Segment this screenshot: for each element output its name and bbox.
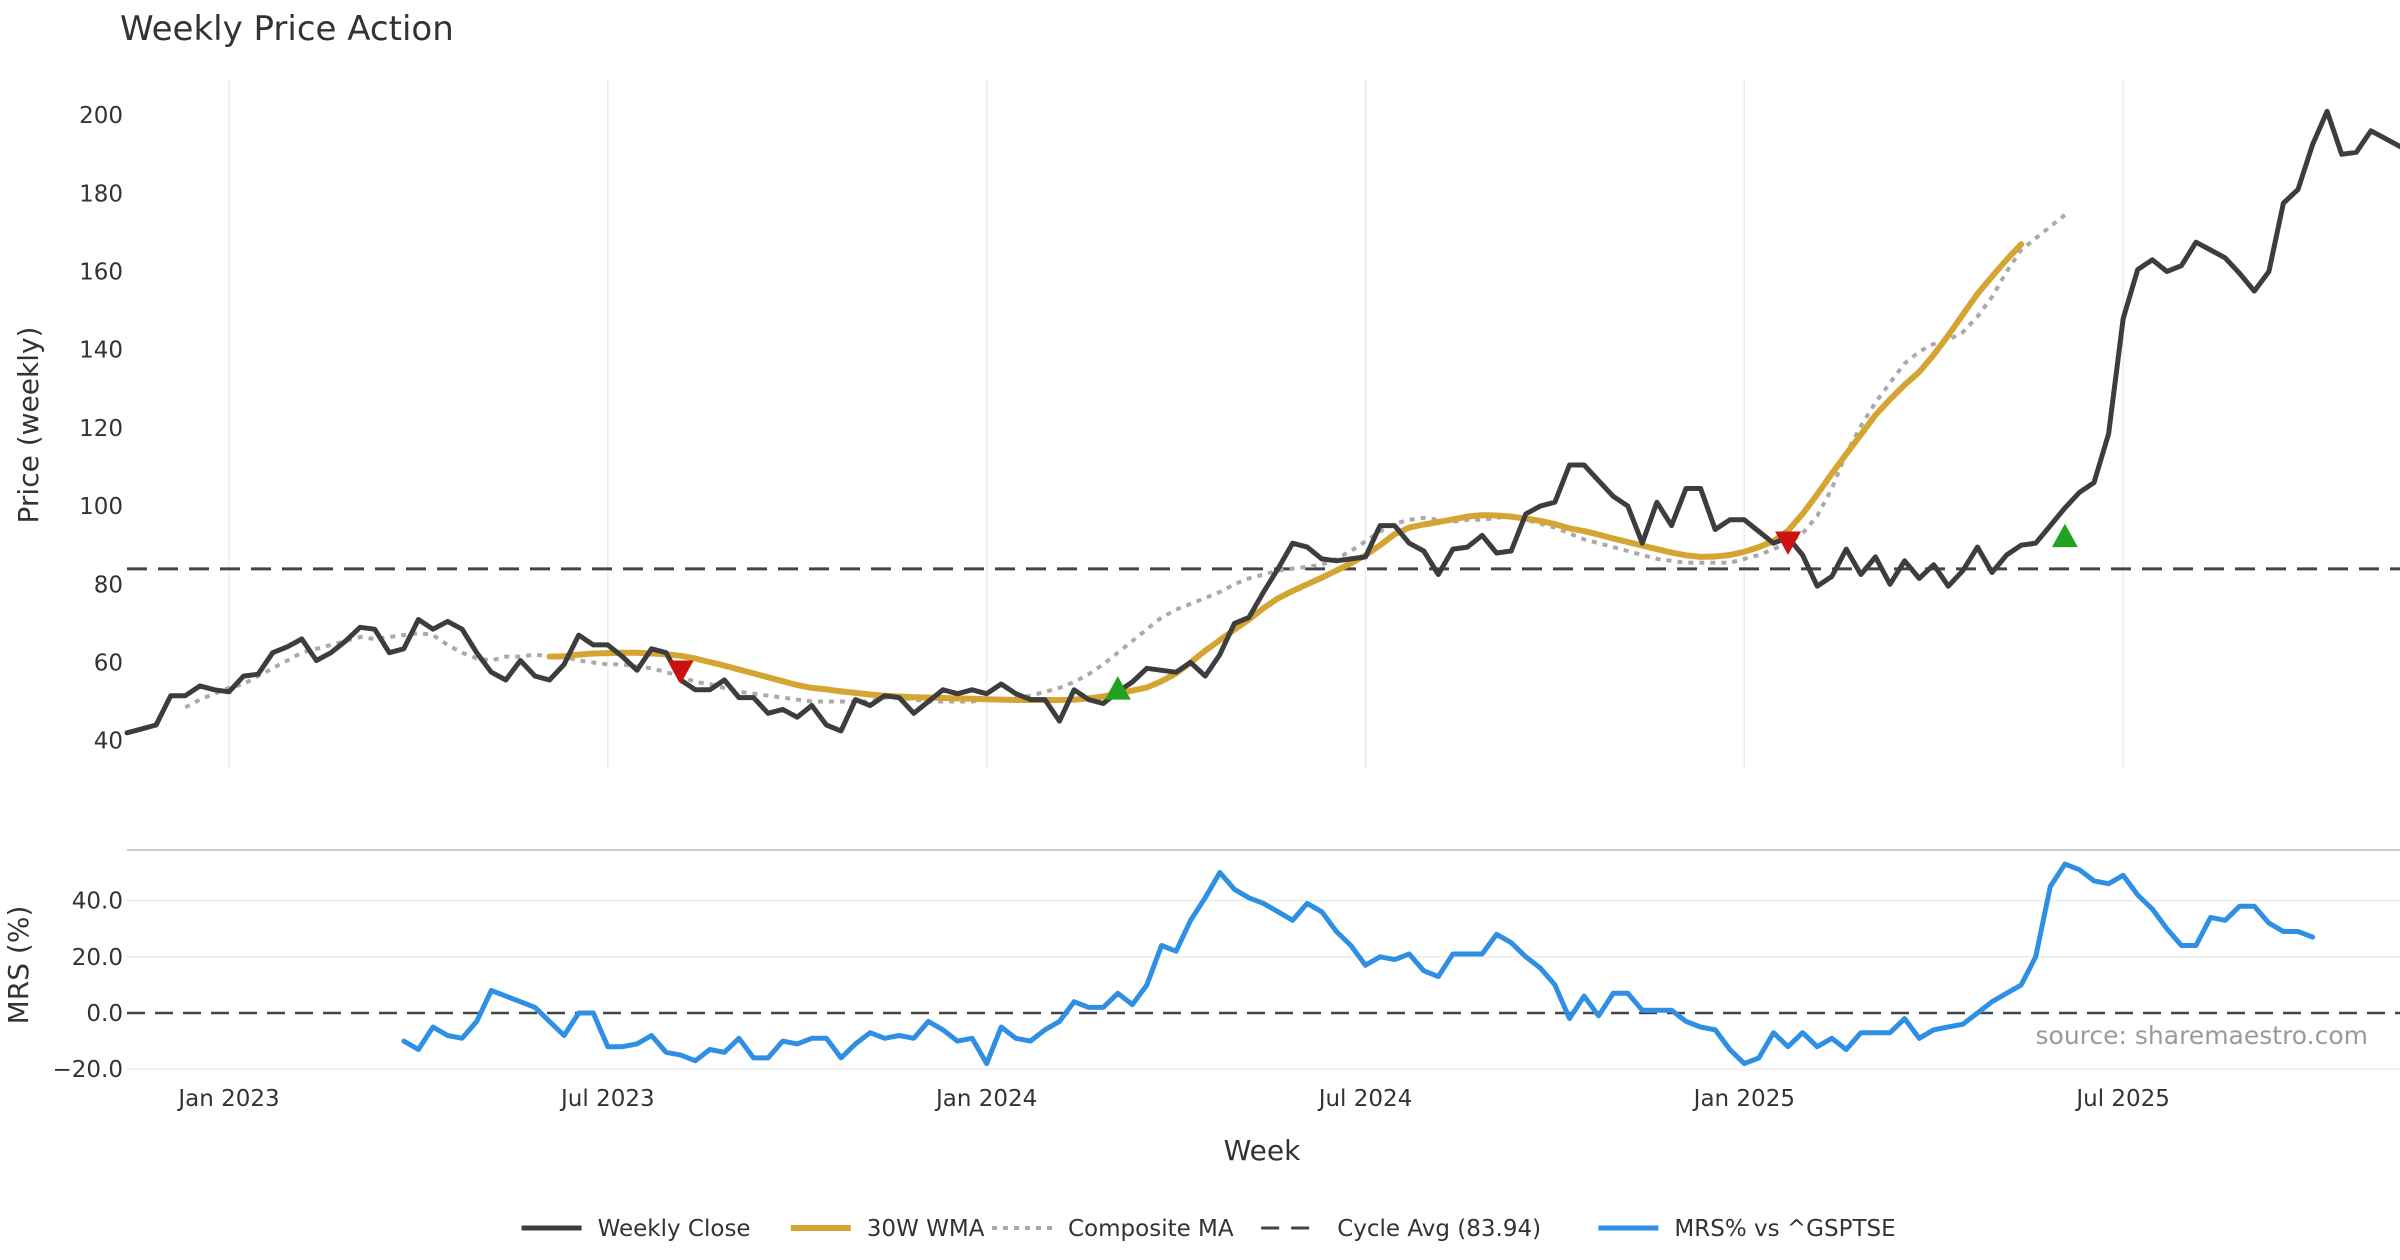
mrs-y-tick-label: 20.0 [72,945,123,971]
mrs-series-group [401,861,2316,1067]
mrs-horizontal-gridlines [127,899,2400,1070]
price-y-tick-label: 80 [94,572,123,598]
sell-signal-marker [667,660,694,684]
price-vertical-gridlines [228,80,2124,768]
signal-markers [667,523,2078,700]
price-y-tick-label: 120 [79,416,123,442]
legend-label-mrs-vs-gsptse: MRS% vs ^GSPTSE [1674,1216,1895,1242]
price-y-axis-label: Price (weekly) [12,327,45,524]
legend-label-cycle-avg-83-94: Cycle Avg (83.94) [1337,1216,1541,1242]
mrs-vs-gsptse-line [401,861,2316,1067]
price-y-tick-label: 180 [79,181,123,207]
price-y-tick-label: 200 [79,103,123,129]
price-y-tick-label: 160 [79,260,123,286]
legend: Weekly Close 30W WMA Composite MA Cycle Avg… [521,1216,1896,1242]
buy-signal-marker [2051,523,2078,548]
price-panel: 40 60 80 100 120 140 160 180 200 Price (weekly) [12,80,2400,768]
x-tick-label: Jan 2023 [176,1086,279,1112]
price-y-tick-label: 100 [79,494,123,520]
mrs-panel: −20.0 0.0 20.0 40.0 MRS (%) source: sharema… [2,861,2400,1084]
price-series-group [124,108,2400,736]
legend-label-30w-wma: 30W WMA [867,1216,985,1242]
x-tick-label: Jan 2025 [1692,1086,1795,1112]
price-y-tick-label: 40 [94,729,123,755]
x-tick-label: Jul 2024 [1317,1086,1413,1112]
x-tick-label: Jul 2023 [559,1086,655,1112]
mrs-y-axis-label: MRS (%) [2,906,35,1025]
30w-wma-line [546,241,2025,703]
price-y-tick-label: 60 [94,650,123,676]
x-tick-labels: Jan 2023 Jul 2023 Jan 2024 Jul 2024 Jan 2025… [176,1086,2170,1112]
x-tick-label: Jan 2024 [934,1086,1037,1112]
sell-signal-marker [1775,531,1802,555]
mrs-y-tick-label: 0.0 [86,1001,123,1027]
mrs-y-tick-label: 40.0 [72,889,123,915]
x-axis-label: Week [1224,1134,1301,1167]
legend-label-composite-ma: Composite MA [1068,1216,1234,1242]
price-y-tick-labels: 40 60 80 100 120 140 160 180 200 [79,103,123,754]
weekly-close-line [124,108,2400,736]
chart-title: Weekly Price Action [120,9,454,49]
buy-signal-marker [1104,676,1131,700]
source-note: source: sharemaestro.com [2036,1021,2369,1050]
price-y-tick-label: 140 [79,338,123,364]
legend-label-weekly-close: Weekly Close [598,1216,751,1242]
x-tick-label: Jul 2025 [2074,1086,2170,1112]
mrs-y-tick-labels: −20.0 0.0 20.0 40.0 [53,889,123,1084]
mrs-y-tick-label: −20.0 [53,1057,123,1083]
composite-ma-line [184,213,2067,710]
